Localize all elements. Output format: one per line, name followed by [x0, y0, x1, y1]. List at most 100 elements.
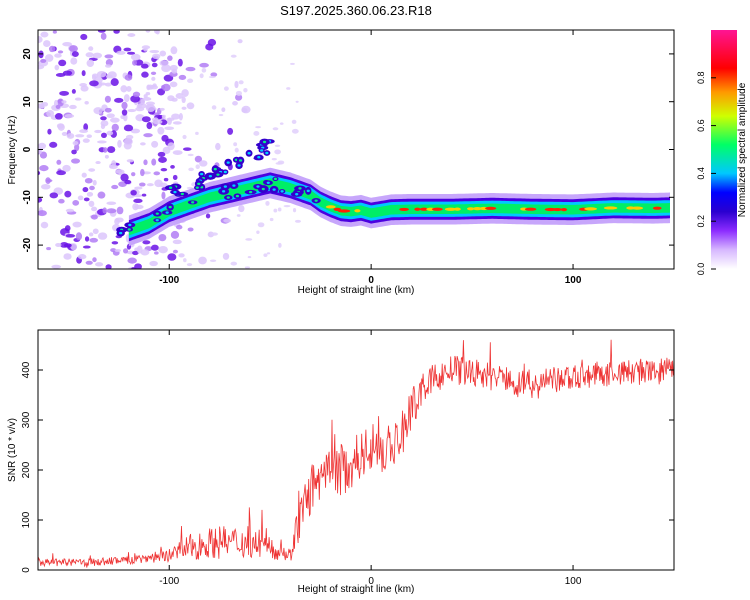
- spectrogram-noise-blob: [152, 83, 157, 88]
- spectrogram-fragment-core: [213, 167, 217, 171]
- spectrogram-hotspot: [453, 207, 461, 211]
- spectrogram-noise-blob: [210, 72, 218, 77]
- spectrogram-noise-blob: [273, 208, 278, 213]
- spectrogram-noise-blob: [77, 254, 87, 260]
- colorbar: 0.0 0.2 0.4 0.6 0.8 Normalized spectral ampl…: [696, 30, 748, 275]
- spectrogram-fragment-core: [280, 190, 284, 193]
- spectrogram-noise-blob: [175, 224, 183, 230]
- spectrogram-noise-blob: [234, 80, 239, 89]
- snr-axes: -100 0 100 0 100 200 300 400: [21, 330, 674, 587]
- spectrogram-noise-blob: [43, 40, 51, 48]
- spectrogram-noise-blob: [154, 251, 159, 255]
- spectrogram-noise-blob: [77, 195, 84, 201]
- spectrogram-noise-blob: [83, 197, 90, 202]
- spectrogram-fragment-core: [195, 186, 199, 189]
- spectrogram-noise-blob: [211, 105, 217, 110]
- spectrogram-noise-blob: [111, 160, 117, 167]
- spectrogram-noise-blob: [39, 151, 48, 159]
- colorbar-label: Normalized spectral amplitude: [737, 82, 748, 217]
- colorbar-tick-label: 0.0: [696, 263, 706, 276]
- spectrogram-noise-blob: [88, 168, 96, 172]
- spectrogram-noise-blob: [205, 213, 211, 219]
- spectrogram-noise-blob: [92, 52, 103, 59]
- spectrogram-noise-blob: [48, 45, 56, 53]
- spectrogram-noise-blob: [146, 183, 154, 187]
- spectrogram-noise-blob: [194, 155, 203, 163]
- spectrogram-noise-blob: [97, 232, 108, 240]
- spectrogram-noise-blob: [105, 58, 114, 67]
- spectrogram-ridge-band: [128, 178, 670, 236]
- spectrogram-noise-blob: [172, 174, 178, 181]
- spectrogram-noise-blob: [104, 64, 112, 68]
- spectrogram-noise-blob: [85, 260, 93, 265]
- spectrogram-noise-blob: [116, 50, 126, 55]
- spectrogram-noise-blob: [138, 102, 147, 109]
- spectrogram-noise-blob: [291, 119, 297, 124]
- spectrogram-fragment-core: [226, 161, 230, 164]
- spectrogram-noise-blob: [121, 101, 128, 110]
- colorbar-gradient: [711, 30, 737, 269]
- spectrogram-noise-blob: [82, 187, 89, 193]
- spectrogram-layer: [38, 30, 670, 269]
- spectrogram-noise-blob: [187, 78, 194, 84]
- spectrogram-noise-blob: [172, 121, 182, 125]
- spectrogram-fragment-core: [298, 187, 302, 190]
- spectrogram-noise-blob: [54, 53, 62, 58]
- spectrogram-xtick-label: 0: [368, 275, 374, 286]
- spectrogram-noise-blob: [80, 85, 89, 92]
- spectrogram-fragment-core: [295, 193, 299, 196]
- spectrogram-noise-blob: [161, 83, 171, 92]
- spectrogram-noise-blob: [72, 141, 79, 146]
- spectrogram-noise-blob: [68, 45, 78, 52]
- spectrogram-noise-blob: [215, 142, 221, 151]
- spectrogram-fragment-core: [128, 223, 132, 227]
- spectrogram-noise-blob: [159, 107, 165, 111]
- spectrogram-hotspot: [419, 207, 429, 211]
- spectrogram-noise-blob: [58, 59, 67, 67]
- spectrogram-fragment-core: [155, 212, 159, 215]
- spectrogram-noise-blob: [151, 76, 156, 81]
- spectrogram-noise-blob: [70, 57, 78, 65]
- spectrogram-noise-blob: [103, 147, 108, 153]
- spectrogram-noise-blob: [40, 31, 49, 38]
- spectrogram-noise-blob: [198, 256, 207, 265]
- spectrogram-noise-blob: [247, 256, 252, 259]
- spectrogram-noise-blob: [181, 106, 187, 110]
- spectrogram-fragment-core: [127, 228, 131, 231]
- spectrogram-fragment-core: [169, 186, 173, 189]
- spectrogram-noise-blob: [54, 113, 63, 120]
- spectrogram-noise-blob: [61, 131, 68, 136]
- spectrogram-noise-blob: [130, 190, 137, 196]
- spectrogram-noise-blob: [152, 119, 163, 125]
- spectrogram-noise-blob: [111, 123, 119, 132]
- spectrogram-noise-blob: [106, 201, 117, 206]
- spectrogram-noise-blob: [74, 143, 80, 152]
- spectrogram-noise-blob: [158, 233, 167, 242]
- spectrogram-noise-blob: [38, 210, 47, 217]
- spectrogram-noise-blob: [177, 58, 183, 67]
- spectrogram-noise-blob: [51, 264, 62, 269]
- spectrogram-noise-blob: [221, 107, 226, 113]
- colorbar-tick-label: 0.4: [696, 167, 706, 180]
- spectrogram-fragment-core: [256, 185, 260, 188]
- spectrogram-fragment-core: [232, 184, 236, 187]
- snr-xlabel: Height of straight line (km): [298, 584, 415, 595]
- spectrogram-fragment-core: [155, 219, 159, 222]
- spectrogram-noise-blob: [56, 170, 66, 176]
- spectrogram-noise-blob: [150, 71, 157, 75]
- spectrogram-noise-blob: [92, 179, 97, 186]
- spectrogram-noise-blob: [124, 74, 133, 81]
- spectrogram-noise-blob: [107, 146, 116, 154]
- spectrogram-noise-blob: [157, 151, 166, 157]
- spectrogram-noise-blob: [91, 73, 99, 79]
- spectrogram-noise-blob: [69, 104, 77, 110]
- spectrogram-noise-blob: [172, 249, 178, 254]
- spectrogram-noise-blob: [291, 128, 299, 134]
- spectrogram-noise-blob: [79, 129, 89, 134]
- spectrogram-noise-blob: [121, 109, 128, 116]
- spectrogram-noise-blob: [178, 74, 187, 80]
- snr-xtick-label: -100: [159, 576, 179, 587]
- spectrogram-noise-blob: [55, 242, 62, 247]
- spectrogram-noise-blob: [46, 109, 55, 117]
